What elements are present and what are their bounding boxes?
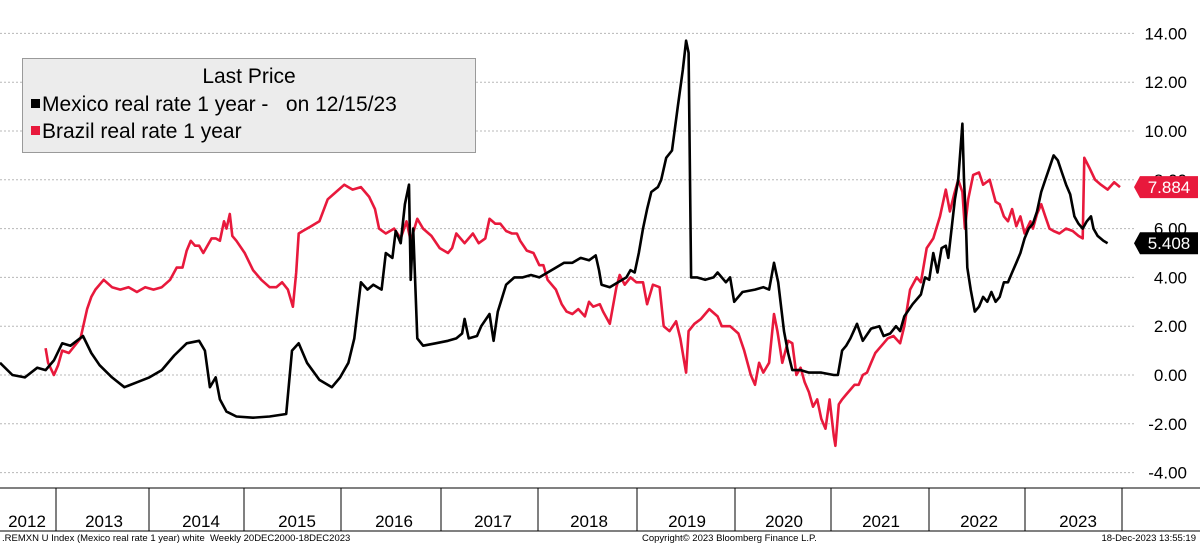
- legend-item-brazil: Brazil real rate 1 year: [31, 120, 242, 144]
- footer-center: Copyright© 2023 Bloomberg Finance L.P.: [642, 533, 817, 544]
- last-value-tag: [1134, 176, 1198, 199]
- y-tick-label: 10.00: [1144, 122, 1187, 141]
- x-tick-label: 2021: [862, 512, 900, 531]
- y-tick-label: 2.00: [1154, 317, 1187, 336]
- legend-label-mexico: Mexico real rate 1 year - on 12/15/23: [42, 93, 397, 116]
- legend-swatch-mexico: [31, 99, 40, 108]
- x-tick-label: 2014: [182, 512, 220, 531]
- legend-swatch-brazil: [31, 126, 40, 135]
- footer-right: 18-Dec-2023 13:55:19: [1101, 533, 1196, 544]
- legend: Last Price Mexico real rate 1 year - on …: [22, 58, 476, 153]
- x-tick-label: 2016: [375, 512, 413, 531]
- last-value-label: 7.884: [1148, 178, 1191, 197]
- x-tick-label: 2022: [960, 512, 998, 531]
- footer-left: .REMXN U Index (Mexico real rate 1 year)…: [2, 533, 351, 544]
- x-axis: 2012 2013 2014 2015 2016 2017 2018 2019 2020 2021…: [0, 487, 1200, 532]
- y-tick-label: 0.00: [1154, 366, 1187, 385]
- x-tick-label: 2015: [278, 512, 316, 531]
- last-value-tags: 5.408 7.884: [1134, 176, 1198, 255]
- legend-item-mexico: Mexico real rate 1 year - on 12/15/23: [31, 93, 397, 117]
- y-tick-label: -4.00: [1148, 464, 1187, 483]
- y-axis: -4.00-2.000.002.004.006.008.0010.0012.00…: [1144, 24, 1187, 482]
- series-line: [44, 156, 1121, 448]
- y-tick-label: -2.00: [1148, 415, 1187, 434]
- x-tick-label: 2017: [474, 512, 512, 531]
- series-line: [0, 39, 1109, 419]
- y-tick-label: 14.00: [1144, 24, 1187, 43]
- x-tick-label: 2023: [1059, 512, 1097, 531]
- y-tick-label: 4.00: [1154, 268, 1187, 287]
- x-tick-label: 2020: [765, 512, 803, 531]
- x-tick-label: 2012: [8, 512, 46, 531]
- last-value-label: 5.408: [1148, 234, 1191, 253]
- last-value-tag: [1134, 232, 1198, 255]
- x-tick-label: 2013: [85, 512, 123, 531]
- series-lines: [0, 39, 1121, 448]
- y-tick-label: 12.00: [1144, 73, 1187, 92]
- x-tick-label: 2019: [668, 512, 706, 531]
- x-tick-label: 2018: [570, 512, 608, 531]
- legend-title: Last Price: [202, 65, 296, 88]
- legend-label-brazil: Brazil real rate 1 year: [42, 120, 242, 143]
